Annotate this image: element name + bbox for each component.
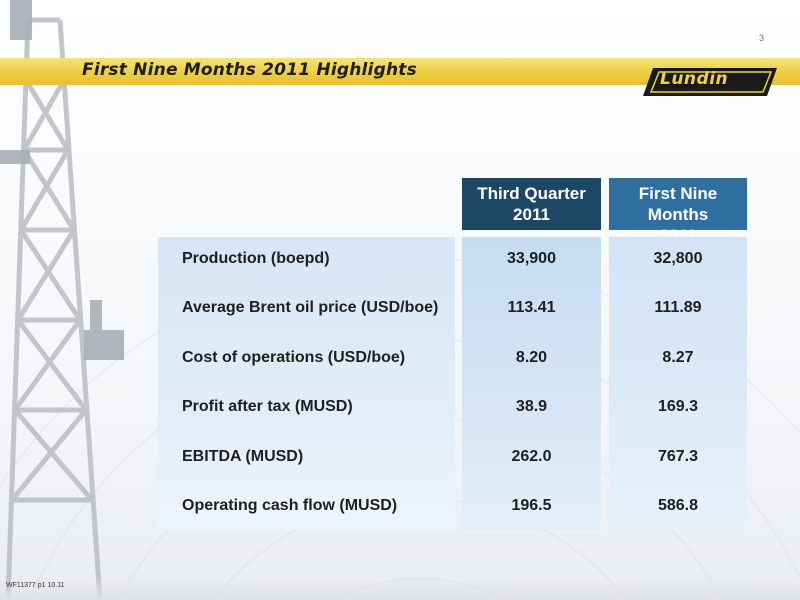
column-header-line2: 2011 (513, 205, 550, 224)
row-label-ebitda: EBITDA (MUSD) (182, 448, 304, 465)
value-q3-operating-cash-flow: 196.5 (511, 497, 552, 514)
row-label-production: Production (boepd) (182, 250, 330, 267)
first-nine-months-panel (609, 237, 747, 530)
value-q3-production: 33,900 (507, 250, 556, 267)
row-label-cost-of-operations: Cost of operations (USD/boe) (182, 349, 406, 366)
third-quarter-panel (462, 237, 601, 530)
value-q3-brent-price: 113.41 (507, 299, 556, 316)
column-header-line1: Third Quarter (477, 184, 586, 203)
value-q3-profit-after-tax: 38.9 (515, 398, 548, 415)
column-header-line1: First Nine Months (638, 184, 718, 224)
oil-rig-silhouette (0, 0, 124, 600)
row-label-brent-price: Average Brent oil price (USD/boe) (182, 299, 439, 316)
logo-text: Lundin (660, 69, 729, 89)
lundin-logo (643, 68, 777, 96)
page-title: First Nine Months 2011 Highlights (82, 60, 417, 80)
label-panel (158, 237, 455, 530)
value-nine-operating-cash-flow: 586.8 (657, 497, 699, 514)
row-label-operating-cash-flow: Operating cash flow (MUSD) (182, 497, 398, 514)
value-q3-ebitda: 262.0 (511, 448, 552, 465)
value-q3-cost-of-operations: 8.20 (515, 349, 548, 366)
footer-reference: WF11377 p1 10.11 (6, 582, 65, 589)
row-label-profit-after-tax: Profit after tax (MUSD) (182, 398, 353, 415)
page-number: 3 (758, 33, 764, 43)
value-nine-brent-price: 111.89 (654, 299, 702, 316)
value-nine-ebitda: 767.3 (657, 448, 699, 465)
value-nine-production: 32,800 (653, 250, 703, 267)
bottom-strip (0, 578, 800, 600)
column-header-third-quarter: Third Quarter 2011 (462, 178, 601, 230)
column-header-first-nine-months: First Nine Months 2011 (609, 178, 747, 245)
value-nine-cost-of-operations: 8.27 (662, 349, 694, 366)
value-nine-profit-after-tax: 169.3 (657, 398, 699, 415)
